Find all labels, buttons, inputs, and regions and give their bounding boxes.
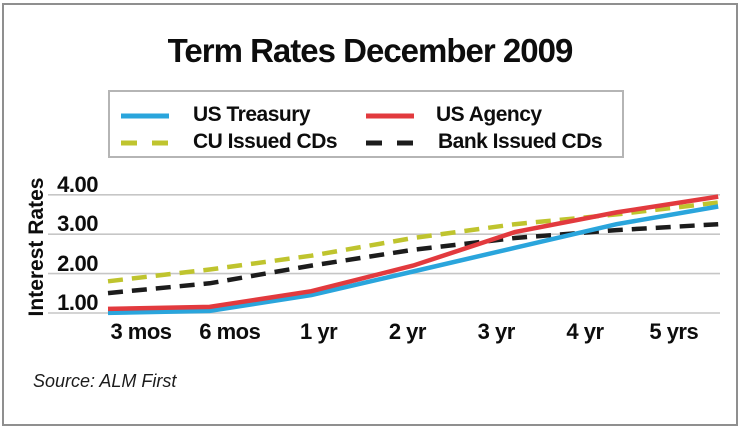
x-tick-label: 1 yr	[300, 319, 338, 344]
us-treasury-line	[107, 204, 719, 316]
us-treasury-line-swatch	[121, 113, 169, 119]
outer-border	[2, 3, 738, 426]
legend-box: US Treasury US Agency CU Issued CDs Bank…	[108, 90, 624, 158]
x-tick-label: 2 yr	[388, 319, 427, 344]
x-tick-label: 4 yr	[566, 319, 604, 344]
chart-title: Term Rates December 2009	[167, 32, 574, 69]
x-tick-label: 6 mos	[199, 319, 261, 344]
legend-label: US Treasury	[193, 103, 311, 126]
y-tick-label: 1.00	[57, 290, 98, 315]
us-agency-line-swatch	[366, 113, 414, 119]
x-tick-label: 5 yrs	[649, 319, 699, 344]
x-tick-label: 3 mos	[110, 319, 172, 344]
source-note: Source: ALM First	[33, 371, 177, 391]
legend-label: US Agency	[436, 103, 542, 126]
y-tick-label: 2.00	[57, 250, 98, 276]
cu-issued-cds-line-swatch	[121, 140, 168, 146]
legend-label: CU Issued CDs	[193, 130, 338, 153]
legend-label: Bank Issued CDs	[438, 130, 603, 153]
x-tick-label: 3 yr	[477, 319, 516, 344]
y-tick-label: 3.00	[57, 211, 98, 237]
us-agency-line	[107, 194, 719, 312]
y-tick-label: 4.00	[57, 171, 98, 197]
bank-issued-cds-line-swatch	[366, 140, 413, 146]
bank-issued-cds-line	[107, 221, 719, 296]
